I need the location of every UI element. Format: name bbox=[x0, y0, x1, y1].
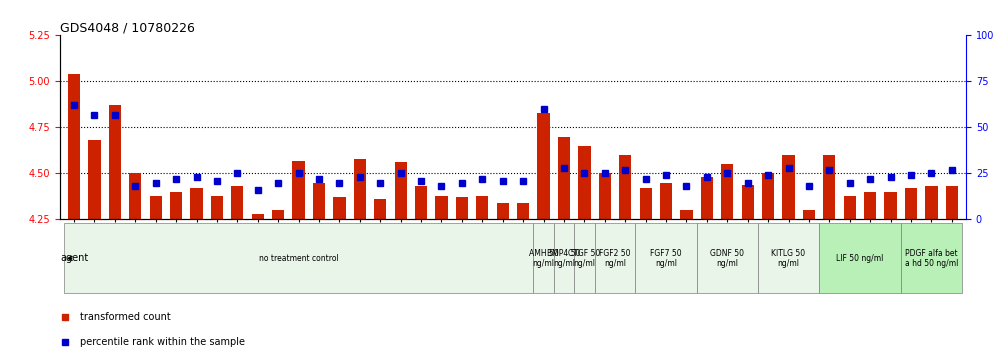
Bar bbox=[620, 155, 631, 219]
Bar bbox=[415, 186, 427, 219]
Bar bbox=[435, 195, 447, 219]
Bar bbox=[476, 195, 488, 219]
Bar bbox=[252, 214, 264, 219]
Bar bbox=[803, 210, 815, 219]
Bar bbox=[884, 192, 896, 219]
Bar bbox=[701, 177, 713, 219]
Bar bbox=[574, 35, 595, 219]
FancyBboxPatch shape bbox=[635, 223, 696, 293]
Bar bbox=[925, 186, 937, 219]
Text: percentile rank within the sample: percentile rank within the sample bbox=[80, 337, 245, 347]
Bar bbox=[374, 199, 386, 219]
Bar bbox=[824, 155, 836, 219]
Text: agent: agent bbox=[60, 253, 89, 263]
Bar bbox=[680, 210, 692, 219]
Bar bbox=[456, 198, 468, 219]
Bar bbox=[554, 35, 574, 219]
Text: transformed count: transformed count bbox=[80, 312, 170, 322]
FancyBboxPatch shape bbox=[595, 223, 635, 293]
Bar bbox=[762, 173, 774, 219]
Text: BMP4 50
ng/ml: BMP4 50 ng/ml bbox=[547, 249, 581, 268]
Bar bbox=[538, 113, 550, 219]
FancyBboxPatch shape bbox=[533, 223, 554, 293]
Bar bbox=[293, 161, 305, 219]
Bar bbox=[231, 186, 243, 219]
Bar bbox=[819, 35, 900, 219]
Bar bbox=[89, 140, 101, 219]
Text: AMH 50
ng/ml: AMH 50 ng/ml bbox=[529, 249, 559, 268]
Text: FGF7 50
ng/ml: FGF7 50 ng/ml bbox=[650, 249, 682, 268]
FancyBboxPatch shape bbox=[758, 223, 819, 293]
Bar bbox=[696, 35, 758, 219]
Bar bbox=[313, 183, 325, 219]
Bar bbox=[865, 192, 876, 219]
Bar bbox=[68, 74, 80, 219]
Text: GDS4048 / 10780226: GDS4048 / 10780226 bbox=[60, 21, 194, 34]
Bar bbox=[660, 183, 672, 219]
Bar bbox=[334, 198, 346, 219]
Bar bbox=[905, 188, 917, 219]
Bar bbox=[579, 146, 591, 219]
Bar bbox=[190, 188, 202, 219]
Bar bbox=[639, 188, 651, 219]
Text: CTGF 50
ng/ml: CTGF 50 ng/ml bbox=[569, 249, 601, 268]
Text: PDGF alfa bet
a hd 50 ng/ml: PDGF alfa bet a hd 50 ng/ml bbox=[904, 249, 958, 268]
Bar bbox=[533, 35, 554, 219]
Bar bbox=[272, 210, 284, 219]
Bar bbox=[635, 35, 696, 219]
Bar bbox=[170, 192, 182, 219]
FancyBboxPatch shape bbox=[64, 223, 533, 293]
Bar bbox=[721, 164, 733, 219]
Bar bbox=[64, 35, 533, 219]
Bar bbox=[758, 35, 819, 219]
FancyBboxPatch shape bbox=[900, 223, 962, 293]
Bar bbox=[946, 186, 958, 219]
Text: LIF 50 ng/ml: LIF 50 ng/ml bbox=[837, 254, 883, 263]
Bar bbox=[844, 195, 856, 219]
Bar bbox=[599, 173, 611, 219]
Bar bbox=[900, 35, 962, 219]
Bar bbox=[742, 184, 754, 219]
FancyBboxPatch shape bbox=[819, 223, 900, 293]
FancyBboxPatch shape bbox=[554, 223, 574, 293]
Bar bbox=[149, 195, 161, 219]
Text: no treatment control: no treatment control bbox=[259, 254, 339, 263]
FancyBboxPatch shape bbox=[696, 223, 758, 293]
Bar bbox=[211, 195, 223, 219]
Bar bbox=[558, 137, 570, 219]
Bar bbox=[783, 155, 795, 219]
FancyBboxPatch shape bbox=[574, 223, 595, 293]
Bar bbox=[595, 35, 635, 219]
Text: FGF2 50
ng/ml: FGF2 50 ng/ml bbox=[600, 249, 630, 268]
Bar bbox=[394, 162, 406, 219]
Bar bbox=[109, 105, 121, 219]
Text: GDNF 50
ng/ml: GDNF 50 ng/ml bbox=[710, 249, 744, 268]
Bar bbox=[517, 203, 529, 219]
Bar bbox=[129, 173, 141, 219]
Bar bbox=[354, 159, 366, 219]
Bar bbox=[497, 203, 509, 219]
Text: KITLG 50
ng/ml: KITLG 50 ng/ml bbox=[772, 249, 806, 268]
